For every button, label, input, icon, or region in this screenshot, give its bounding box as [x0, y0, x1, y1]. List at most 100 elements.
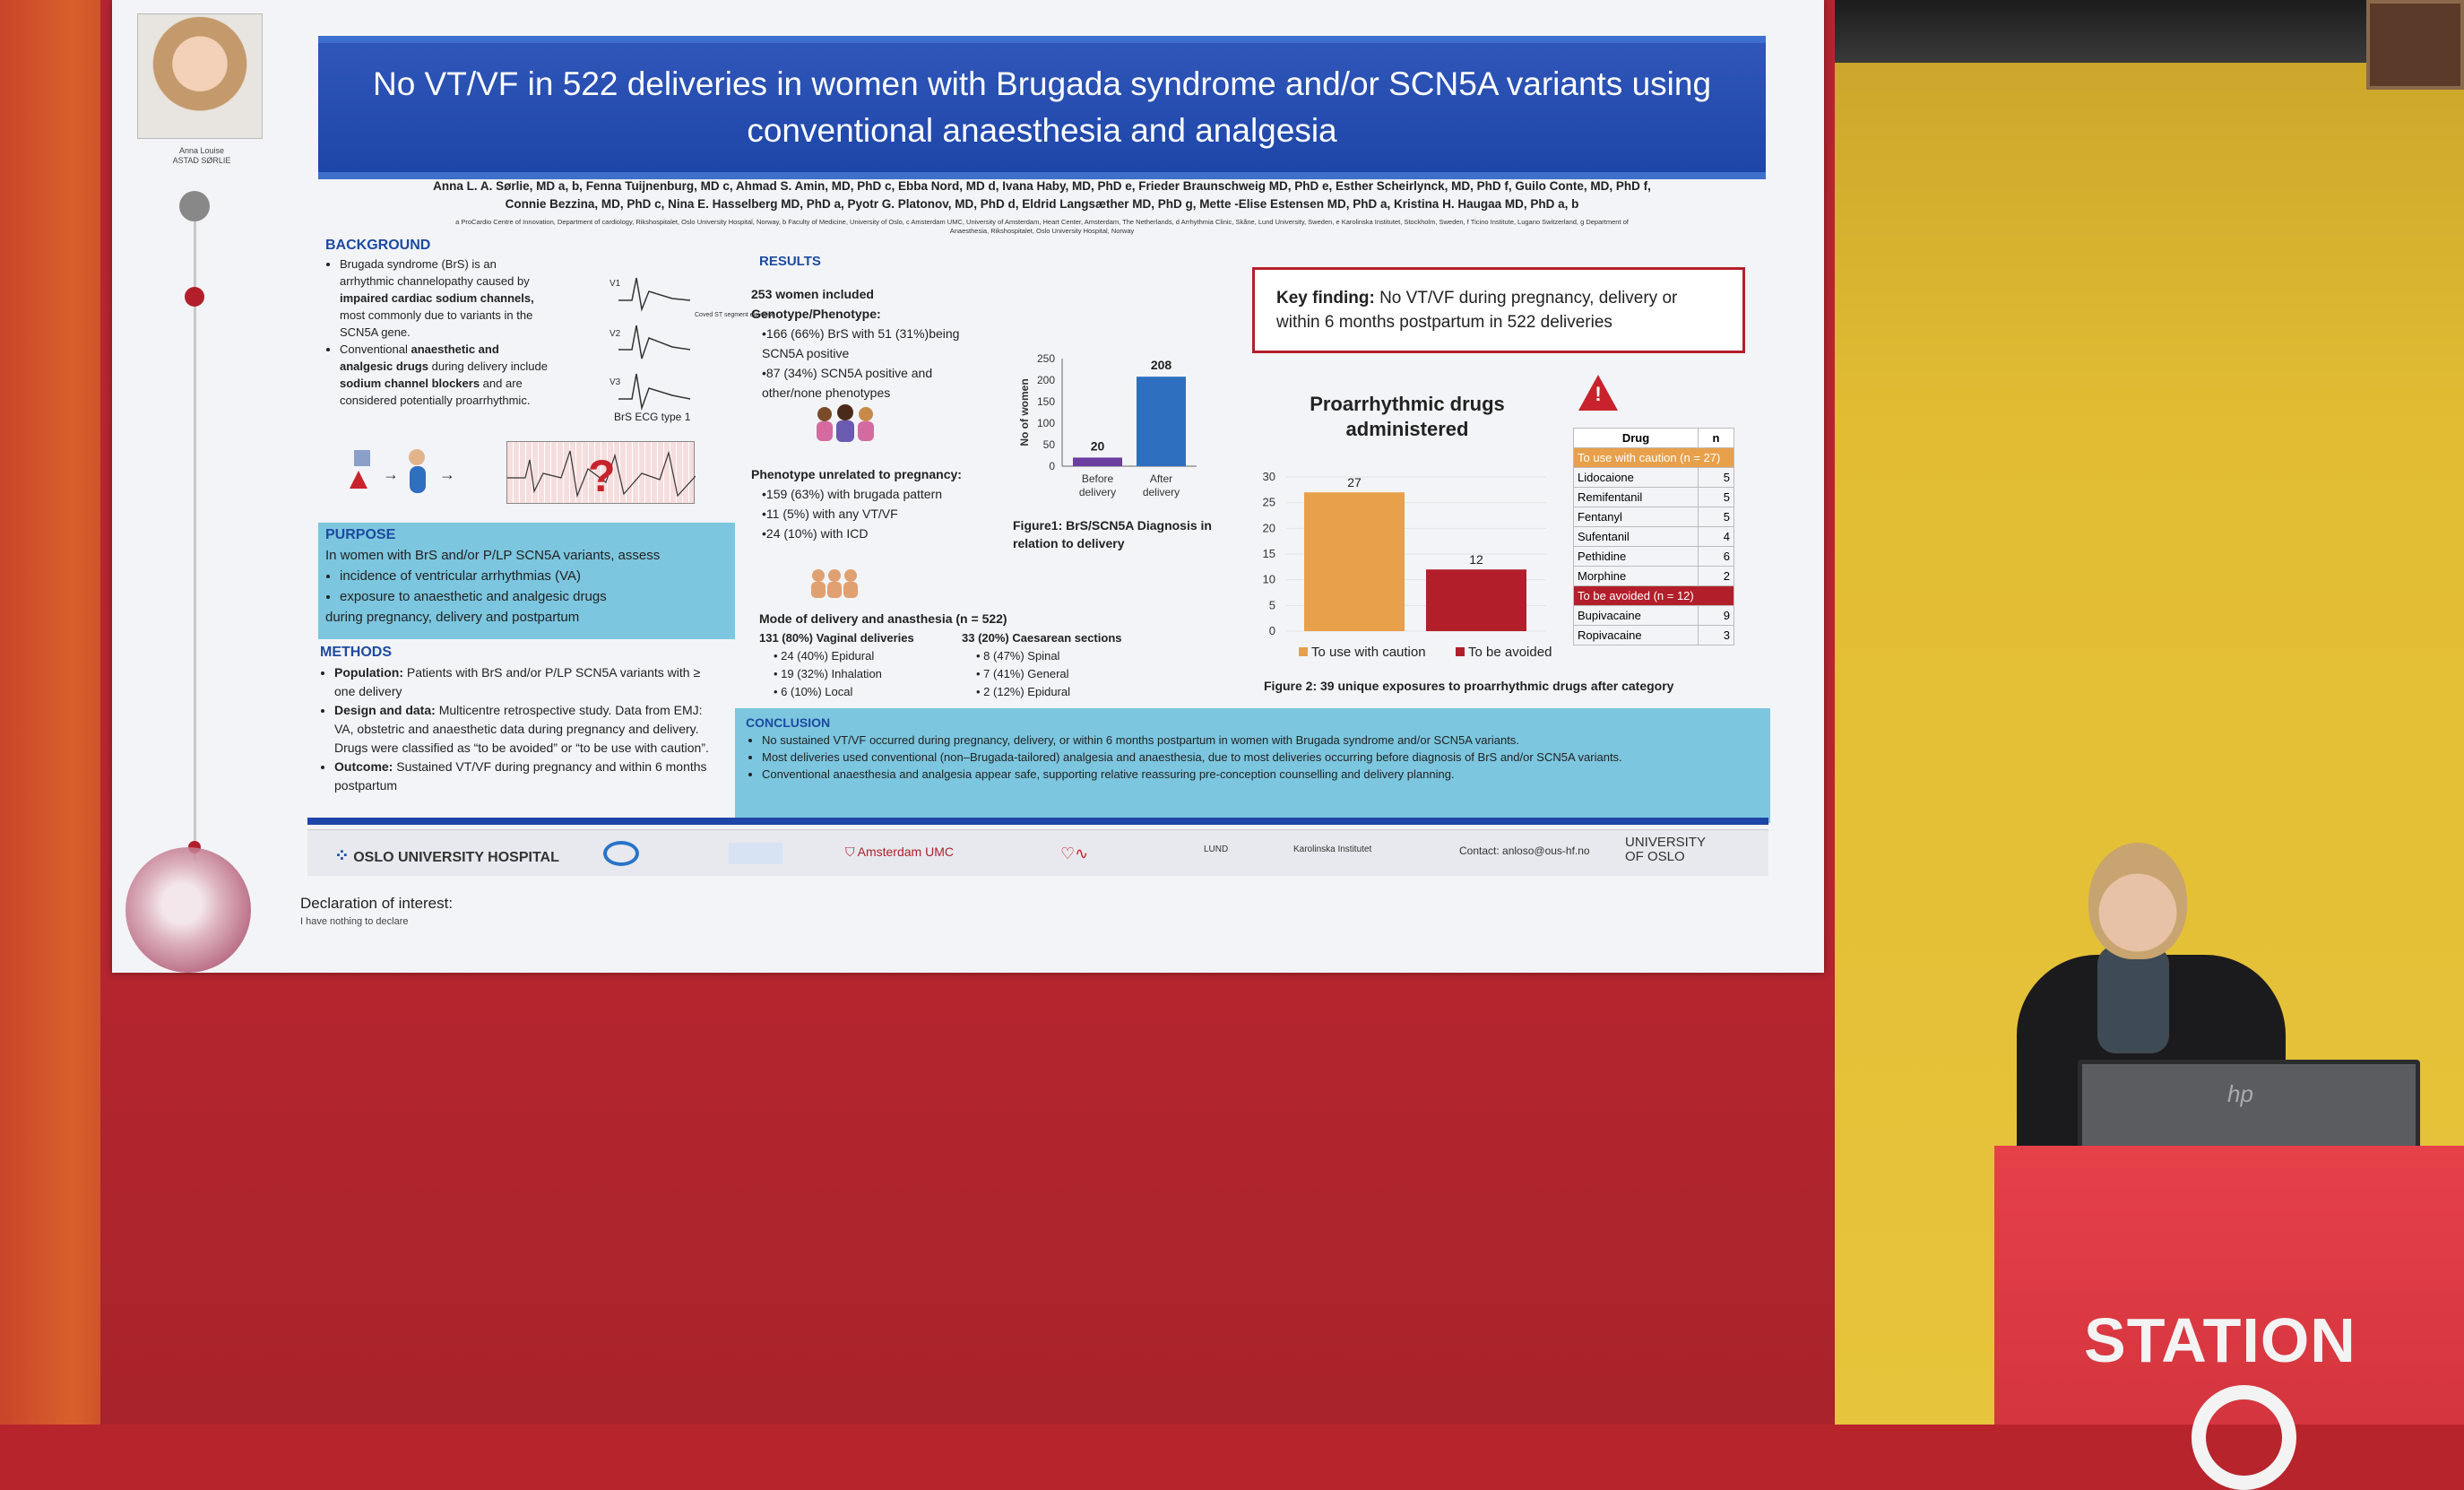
fig1-value-label: 20: [1091, 438, 1105, 453]
ecg-lead-v1: V1: [610, 279, 621, 289]
ecg-caption: BrS ECG type 1: [614, 411, 691, 423]
figure1-caption: Figure1: BrS/SCN5A Diagnosis in relation…: [1013, 518, 1212, 550]
bottom-blue-line: [307, 818, 1768, 825]
methods-item-1: Population: Patients with BrS and/or P/L…: [334, 663, 723, 701]
purpose-box: [318, 523, 735, 639]
fig2-bar: [1304, 492, 1405, 631]
fig2-legend-swatch: [1456, 647, 1465, 656]
drug-table-avoid-row: To be avoided (n = 12): [1573, 585, 1734, 606]
ecg-lead-v3: V3: [610, 377, 621, 387]
ecg-leads-graphic: V1 V2 V3 Coved ST segment elevation: [610, 277, 775, 411]
karolinska-logo: Karolinska Institutet: [1293, 845, 1372, 854]
fig1-ylabel: No of women: [1018, 378, 1031, 446]
fig2-value-label: 12: [1469, 552, 1483, 567]
wall-frame: [2366, 0, 2464, 90]
fig1-bar: [1073, 457, 1122, 466]
phenotype-text: Phenotype unrelated to pregnancy: •159 (…: [751, 464, 1020, 543]
purpose-heading: PURPOSE: [325, 527, 396, 542]
background-heading: BACKGROUND: [325, 238, 431, 253]
phenotype-item-1: •159 (63%) with brugada pattern: [762, 487, 943, 501]
svg-text:→: →: [439, 465, 455, 483]
poster-title: No VT/VF in 522 deliveries in women with…: [318, 61, 1766, 154]
fig2-legend-label: To be avoided: [1468, 645, 1552, 660]
conclusion-list: No sustained VT/VF occurred during pregn…: [746, 732, 1759, 783]
genotype-item-2: •87 (34%) SCN5A positive and other/none …: [762, 366, 933, 400]
drug-row: Remifentanil 5: [1573, 487, 1734, 507]
drug-row: Fentanyl 5: [1573, 507, 1734, 527]
logo-bar: ⁘ OSLO UNIVERSITY HOSPITAL ⛉ Amsterdam U…: [307, 829, 1768, 876]
authors: Anna L. A. Sørlie, MD a, b, Fenna Tuijne…: [318, 178, 1766, 213]
lund-logo: LUND: [1204, 845, 1229, 854]
genotype-heading: Genotype/Phenotype:: [751, 307, 881, 321]
drug-table-caution-row: To use with caution (n = 27): [1573, 447, 1734, 468]
declaration-heading: Declaration of interest:: [300, 895, 454, 912]
ceiling: [1815, 0, 2464, 63]
caption-line-2: ASTAD SØRLIE: [172, 156, 231, 165]
women-group-icon: [817, 404, 874, 442]
vaginal-item-3: • 6 (10%) Local: [774, 685, 853, 698]
fig1-bar: [1137, 377, 1186, 466]
methods-item-3: Outcome: Sustained VT/VF during pregnanc…: [334, 758, 723, 795]
declaration-text: I have nothing to declare: [300, 916, 409, 927]
fig2-title: Proarrhythmic drugs: [1310, 393, 1505, 415]
affiliations-line-1: a ProCardio Centre of Innovation, Depart…: [455, 218, 1629, 226]
title-line-2: conventional anaesthesia and analgesia: [747, 112, 1337, 149]
caesarean-item-1: • 8 (47%) Spinal: [976, 649, 1060, 663]
fig2-legend-swatch: [1299, 647, 1308, 656]
drug-row: Bupivacaine 9: [1573, 605, 1734, 626]
conclusion-box: CONCLUSION No sustained VT/VF occurred d…: [735, 708, 1770, 823]
fig2-ytick: 30: [1263, 470, 1275, 483]
figure2-chart: Proarrhythmic drugs administered 0 5 10 15 20 2…: [1263, 393, 1552, 660]
mode-heading: Mode of delivery and anasthesia (n = 522…: [759, 611, 1007, 626]
fig2-ytick: 20: [1263, 521, 1275, 534]
methods-item-2: Design and data: Multicentre retrospecti…: [334, 701, 723, 758]
fig1-category-label: After: [1150, 472, 1172, 485]
drug-row: Lidocaione 5: [1573, 467, 1734, 488]
heart-rhythm-logo: ♡∿: [1060, 845, 1089, 862]
drug-table-header: Drug n: [1573, 428, 1734, 448]
background-text: Brugada syndrome (BrS) is an arrhythmic …: [325, 256, 554, 409]
key-finding-box: Key finding: No VT/VF during pregnancy, …: [1252, 267, 1745, 353]
globe-graphic: [125, 847, 251, 973]
drug-row: Pethidine 6: [1573, 546, 1734, 567]
presenter-head: [2088, 843, 2187, 959]
caesarean-heading: 33 (20%) Caesarean sections: [962, 631, 1122, 645]
fig1-ytick: 0: [1049, 460, 1055, 472]
partner-logo: [729, 843, 782, 864]
caption-line-1: Anna Louise: [178, 146, 225, 155]
procardio-logo: [603, 841, 639, 866]
conclusion-item-1: No sustained VT/VF occurred during pregn…: [762, 732, 1759, 749]
fig1-ytick: 250: [1037, 352, 1055, 365]
authors-line-1: Anna L. A. Sørlie, MD a, b, Fenna Tuijne…: [433, 179, 1651, 193]
fig2-ytick: 0: [1269, 624, 1275, 637]
phenotype-heading: Phenotype unrelated to pregnancy:: [751, 467, 962, 481]
vaginal-block: 131 (80%) Vaginal deliveries • 24 (40%) …: [759, 629, 965, 701]
poster-screen: Anna Louise ASTAD SØRLIE No VT/VF in 522…: [112, 0, 1824, 973]
people-group-icon: [811, 569, 858, 598]
podium-label: STATION: [2084, 1305, 2356, 1375]
purpose-text: In women with BrS and/or P/LP SCN5A vari…: [325, 545, 733, 628]
figure2-caption: Figure 2: 39 unique exposures to proarrh…: [1264, 679, 1674, 693]
conclusion-item-2: Most deliveries used conventional (non–B…: [762, 749, 1759, 766]
fig2-value-label: 27: [1347, 475, 1362, 489]
fig1-category-label: delivery: [1143, 486, 1180, 498]
fig1-ytick: 100: [1037, 417, 1055, 429]
ecg-lead-v2: V2: [610, 329, 621, 339]
fig2-ytick: 15: [1263, 547, 1275, 560]
fig1-category-label: Before: [1082, 472, 1114, 485]
women-included: 253 women included: [751, 287, 874, 301]
fig1-ytick: 150: [1037, 395, 1055, 408]
vaginal-item-1: • 24 (40%) Epidural: [774, 649, 875, 663]
fig1-category-label: delivery: [1079, 486, 1116, 498]
author-photo-caption: Anna Louise ASTAD SØRLIE: [130, 146, 273, 166]
vaginal-item-2: • 19 (32%) Inhalation: [774, 667, 882, 680]
contact-email[interactable]: Contact: anloso@ous-hf.no: [1459, 845, 1590, 857]
ecg-strip-with-question: ?: [506, 441, 696, 504]
affiliations: a ProCardio Centre of Innovation, Depart…: [318, 218, 1766, 236]
medication-pregnancy-icons: → →: [350, 449, 455, 493]
fig1-value-label: 208: [1151, 358, 1172, 372]
drug-row: Morphine 2: [1573, 566, 1734, 586]
phenotype-item-3: •24 (10%) with ICD: [762, 526, 869, 541]
drug-table: Drug n To use with caution (n = 27) Lido…: [1573, 428, 1734, 645]
